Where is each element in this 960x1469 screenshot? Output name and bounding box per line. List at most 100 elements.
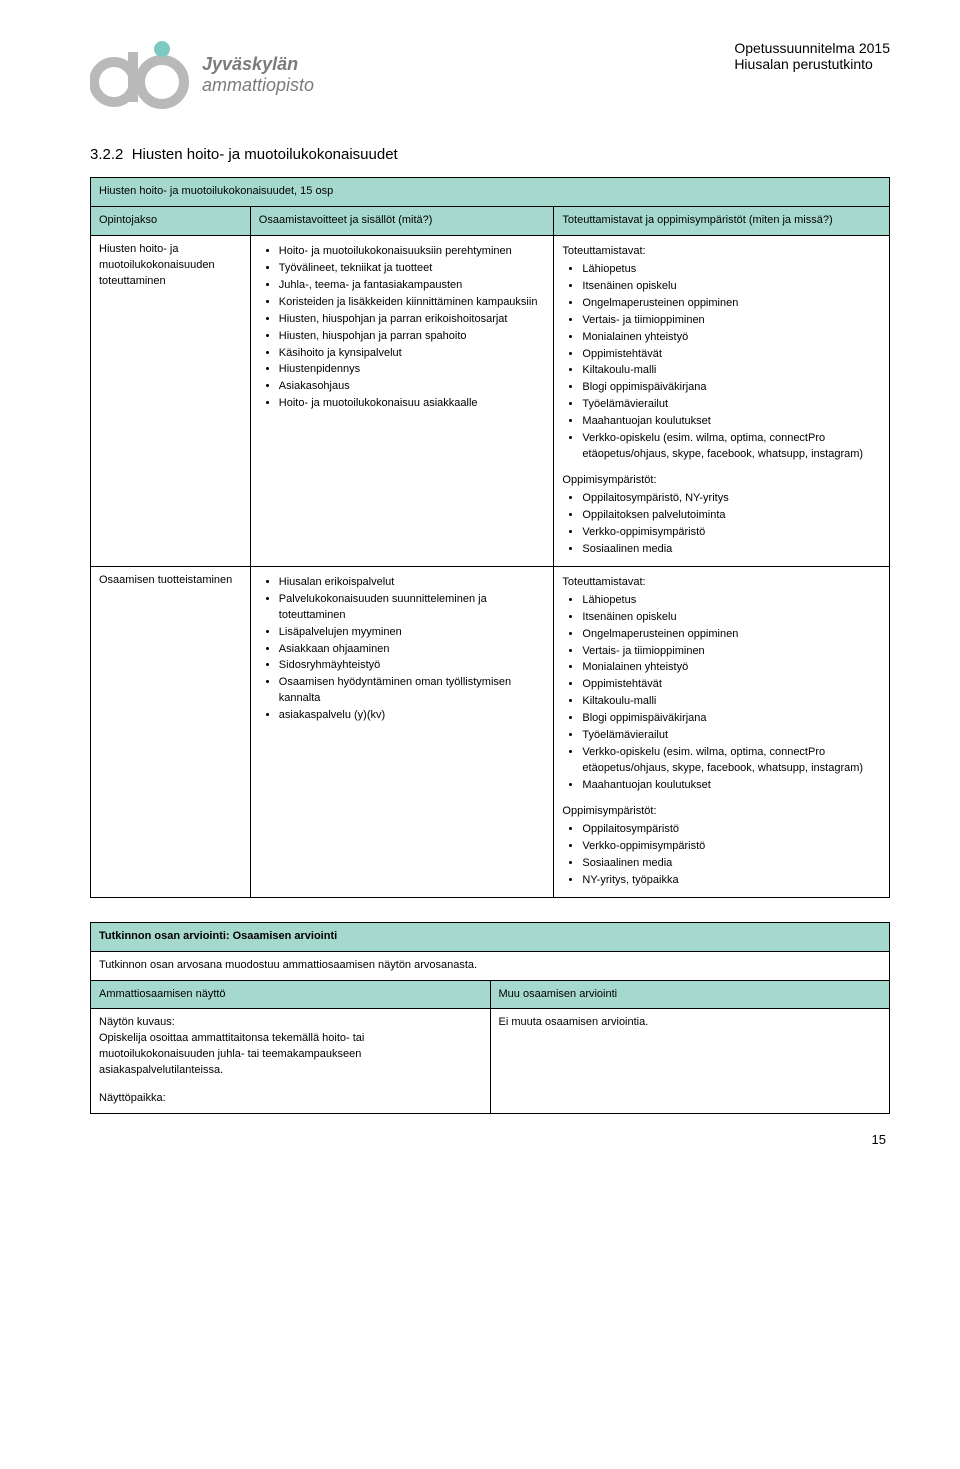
page-header: Jyväskylän ammattiopisto Opetussuunnitel… — [90, 40, 890, 110]
assessment-full-text: Tutkinnon osan arvosana muodostuu ammatt… — [91, 951, 890, 980]
row2-methods-list: Lähiopetus Itsenäinen opiskelu Ongelmape… — [562, 593, 881, 794]
list-item: Oppilaitosympäristö — [582, 822, 881, 838]
list-item: Sidosryhmäyhteistyö — [279, 658, 546, 674]
envs-label: Oppimisympäristöt: — [562, 473, 881, 489]
row1-envs-list: Oppilaitosympäristö, NY-yritys Oppilaito… — [562, 491, 881, 558]
list-item: Hoito- ja muotoilukokonaisuuksiin pereht… — [279, 244, 546, 260]
list-item: Työelämävierailut — [582, 397, 881, 413]
list-item: asiakaspalvelu (y)(kv) — [279, 708, 546, 724]
assessment-body-row: Näytön kuvaus: Opiskelija osoittaa ammat… — [91, 1009, 890, 1114]
list-item: Verkko-oppimisympäristö — [582, 525, 881, 541]
logo-icon — [90, 40, 190, 110]
list-item: Sosiaalinen media — [582, 542, 881, 558]
logo-text: Jyväskylän ammattiopisto — [202, 54, 314, 96]
table-row: Hiusten hoito- ja muotoilukokonaisuuden … — [91, 235, 890, 566]
assessment-right-header: Muu osaamisen arviointi — [490, 980, 890, 1009]
list-item: Osaamisen hyödyntäminen oman työllistymi… — [279, 675, 546, 707]
list-item: Ongelmaperusteinen oppiminen — [582, 627, 881, 643]
col2-header: Osaamistavoitteet ja sisällöt (mitä?) — [250, 206, 554, 235]
list-item: Lähiopetus — [582, 262, 881, 278]
list-item: Asiakkaan ohjaaminen — [279, 642, 546, 658]
assessment-left-header: Ammattiosaamisen näyttö — [91, 980, 491, 1009]
assessment-band-title: Tutkinnon osan arviointi: Osaamisen arvi… — [91, 922, 890, 951]
list-item: Käsihoito ja kynsipalvelut — [279, 346, 546, 362]
doc-title-line2: Hiusalan perustutkinto — [734, 56, 890, 72]
row2-label: Osaamisen tuotteistaminen — [91, 566, 251, 897]
list-item: Hiusalan erikoispalvelut — [279, 575, 546, 591]
curriculum-table: Hiusten hoito- ja muotoilukokonaisuudet,… — [90, 177, 890, 898]
doc-title-line1: Opetussuunnitelma 2015 — [734, 40, 890, 56]
doc-title: Opetussuunnitelma 2015 Hiusalan perustut… — [734, 40, 890, 72]
row2-methods-envs: Toteuttamistavat: Lähiopetus Itsenäinen … — [554, 566, 890, 897]
list-item: Monialainen yhteistyö — [582, 660, 881, 676]
assessment-place-label: Näyttöpaikka: — [99, 1091, 482, 1107]
list-item: Koristeiden ja lisäkkeiden kiinnittämine… — [279, 295, 546, 311]
assessment-table: Tutkinnon osan arviointi: Osaamisen arvi… — [90, 922, 890, 1115]
logo-block: Jyväskylän ammattiopisto — [90, 40, 314, 110]
table-row: Osaamisen tuotteistaminen Hiusalan eriko… — [91, 566, 890, 897]
list-item: Verkko-opiskelu (esim. wilma, optima, co… — [582, 431, 881, 463]
list-item: Itsenäinen opiskelu — [582, 610, 881, 626]
list-item: Verkko-oppimisympäristö — [582, 839, 881, 855]
list-item: Työelämävierailut — [582, 728, 881, 744]
list-item: Lisäpalvelujen myyminen — [279, 625, 546, 641]
methods-label: Toteuttamistavat: — [562, 575, 881, 591]
list-item: Sosiaalinen media — [582, 856, 881, 872]
table-header-row: Opintojakso Osaamistavoitteet ja sisällö… — [91, 206, 890, 235]
list-item: Itsenäinen opiskelu — [582, 279, 881, 295]
list-item: Oppilaitosympäristö, NY-yritys — [582, 491, 881, 507]
list-item: Monialainen yhteistyö — [582, 330, 881, 346]
row1-methods-envs: Toteuttamistavat: Lähiopetus Itsenäinen … — [554, 235, 890, 566]
list-item: Työvälineet, tekniikat ja tuotteet — [279, 261, 546, 277]
page-number: 15 — [90, 1132, 890, 1147]
list-item: Maahantuojan koulutukset — [582, 778, 881, 794]
row2-content: Hiusalan erikoispalvelut Palvelukokonais… — [250, 566, 554, 897]
list-item: Asiakasohjaus — [279, 379, 546, 395]
list-item: Vertais- ja tiimioppiminen — [582, 313, 881, 329]
section-heading: 3.2.2 Hiusten hoito- ja muotoilukokonais… — [90, 146, 890, 163]
list-item: Vertais- ja tiimioppiminen — [582, 644, 881, 660]
assessment-right-cell: Ei muuta osaamisen arviointia. — [490, 1009, 890, 1114]
list-item: Kiltakoulu-malli — [582, 363, 881, 379]
list-item: Oppimistehtävät — [582, 677, 881, 693]
list-item: Hiusten, hiuspohjan ja parran erikoishoi… — [279, 312, 546, 328]
list-item: Kiltakoulu-malli — [582, 694, 881, 710]
list-item: Ongelmaperusteinen oppiminen — [582, 296, 881, 312]
section-title: Hiusten hoito- ja muotoilukokonaisuudet — [132, 146, 398, 163]
col3-header: Toteuttamistavat ja oppimisympäristöt (m… — [554, 206, 890, 235]
list-item: Hiustenpidennys — [279, 362, 546, 378]
row2-content-list: Hiusalan erikoispalvelut Palvelukokonais… — [259, 575, 546, 724]
envs-label: Oppimisympäristöt: — [562, 804, 881, 820]
band-title: Hiusten hoito- ja muotoilukokonaisuudet,… — [91, 178, 890, 207]
list-item: Hoito- ja muotoilukokonaisuu asiakkaalle — [279, 396, 546, 412]
list-item: Lähiopetus — [582, 593, 881, 609]
list-item: Oppimistehtävät — [582, 347, 881, 363]
col1-header: Opintojakso — [91, 206, 251, 235]
list-item: Blogi oppimispäiväkirjana — [582, 380, 881, 396]
doc-title-year: 2015 — [859, 40, 890, 56]
assessment-desc-text: Opiskelija osoittaa ammattitaitonsa teke… — [99, 1031, 482, 1079]
row1-methods-list: Lähiopetus Itsenäinen opiskelu Ongelmape… — [562, 262, 881, 463]
list-item: Hiusten, hiuspohjan ja parran spahoito — [279, 329, 546, 345]
assessment-full-row: Tutkinnon osan arvosana muodostuu ammatt… — [91, 951, 890, 980]
doc-title-prefix: Opetussuunnitelma — [734, 40, 855, 56]
list-item: Juhla-, teema- ja fantasiakampausten — [279, 278, 546, 294]
assessment-band-row: Tutkinnon osan arviointi: Osaamisen arvi… — [91, 922, 890, 951]
list-item: NY-yritys, työpaikka — [582, 873, 881, 889]
row1-content: Hoito- ja muotoilukokonaisuuksiin pereht… — [250, 235, 554, 566]
row1-label: Hiusten hoito- ja muotoilukokonaisuuden … — [91, 235, 251, 566]
row2-envs-list: Oppilaitosympäristö Verkko-oppimisympäri… — [562, 822, 881, 889]
section-number: 3.2.2 — [90, 146, 123, 163]
logo-text-line1: Jyväskylän — [202, 54, 314, 75]
list-item: Maahantuojan koulutukset — [582, 414, 881, 430]
list-item: Palvelukokonaisuuden suunnitteleminen ja… — [279, 592, 546, 624]
logo-text-line2: ammattiopisto — [202, 75, 314, 96]
methods-label: Toteuttamistavat: — [562, 244, 881, 260]
assessment-desc-label: Näytön kuvaus: — [99, 1015, 482, 1031]
list-item: Verkko-opiskelu (esim. wilma, optima, co… — [582, 745, 881, 777]
assessment-left-cell: Näytön kuvaus: Opiskelija osoittaa ammat… — [91, 1009, 491, 1114]
assessment-header-row: Ammattiosaamisen näyttö Muu osaamisen ar… — [91, 980, 890, 1009]
row1-content-list: Hoito- ja muotoilukokonaisuuksiin pereht… — [259, 244, 546, 412]
assessment-title-text: Tutkinnon osan arviointi: Osaamisen arvi… — [99, 930, 337, 942]
list-item: Oppilaitoksen palvelutoiminta — [582, 508, 881, 524]
